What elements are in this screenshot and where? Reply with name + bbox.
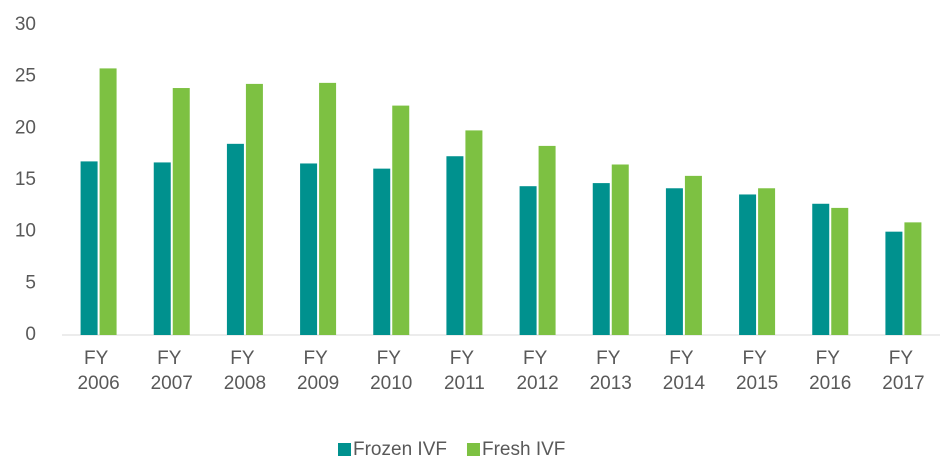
bar (538, 145, 556, 335)
bar (465, 130, 483, 335)
bar (80, 161, 98, 335)
bar (319, 82, 337, 335)
bar (226, 143, 244, 335)
x-tick-label: FY 2010 (370, 348, 412, 394)
x-tick-label: FY 2016 (809, 348, 851, 394)
bar (831, 207, 849, 335)
legend-label: Frozen IVF (353, 439, 447, 460)
y-tick-label: 0 (25, 324, 36, 345)
bar (172, 88, 190, 336)
x-tick-label: FY 2011 (444, 348, 485, 394)
y-tick-label: 10 (15, 221, 36, 242)
bar (904, 222, 922, 335)
bar (373, 168, 391, 335)
legend-label: Fresh IVF (482, 439, 565, 460)
x-tick-label: FY 2007 (151, 348, 193, 394)
bar (812, 203, 830, 335)
legend-swatch (338, 443, 351, 456)
bar (885, 231, 903, 335)
bar (739, 194, 757, 335)
bar (519, 186, 537, 335)
y-tick-label: 5 (25, 272, 36, 293)
bar (300, 163, 318, 335)
bar (153, 162, 171, 335)
x-tick-label: FY 2015 (736, 348, 778, 394)
bar (446, 156, 464, 335)
x-tick-label: FY 2013 (590, 348, 632, 394)
x-tick-label: FY 2006 (77, 348, 119, 394)
bar (758, 188, 776, 335)
y-tick-label: 15 (15, 169, 36, 190)
y-tick-label: 25 (15, 66, 36, 87)
y-tick-label: 20 (15, 117, 36, 138)
bar (592, 183, 610, 335)
bar (611, 164, 629, 335)
x-tick-label: FY 2014 (663, 348, 706, 394)
bar (665, 188, 683, 335)
x-tick-label: FY 2012 (516, 348, 558, 394)
bar (392, 105, 410, 335)
x-tick-label: FY 2008 (224, 348, 266, 394)
y-tick-label: 30 (15, 14, 36, 35)
bar (99, 68, 117, 336)
bar (684, 175, 702, 335)
x-tick-label: FY 2017 (882, 348, 924, 394)
x-tick-label: FY 2009 (297, 348, 339, 394)
legend-swatch (466, 443, 480, 456)
bar (245, 83, 263, 336)
